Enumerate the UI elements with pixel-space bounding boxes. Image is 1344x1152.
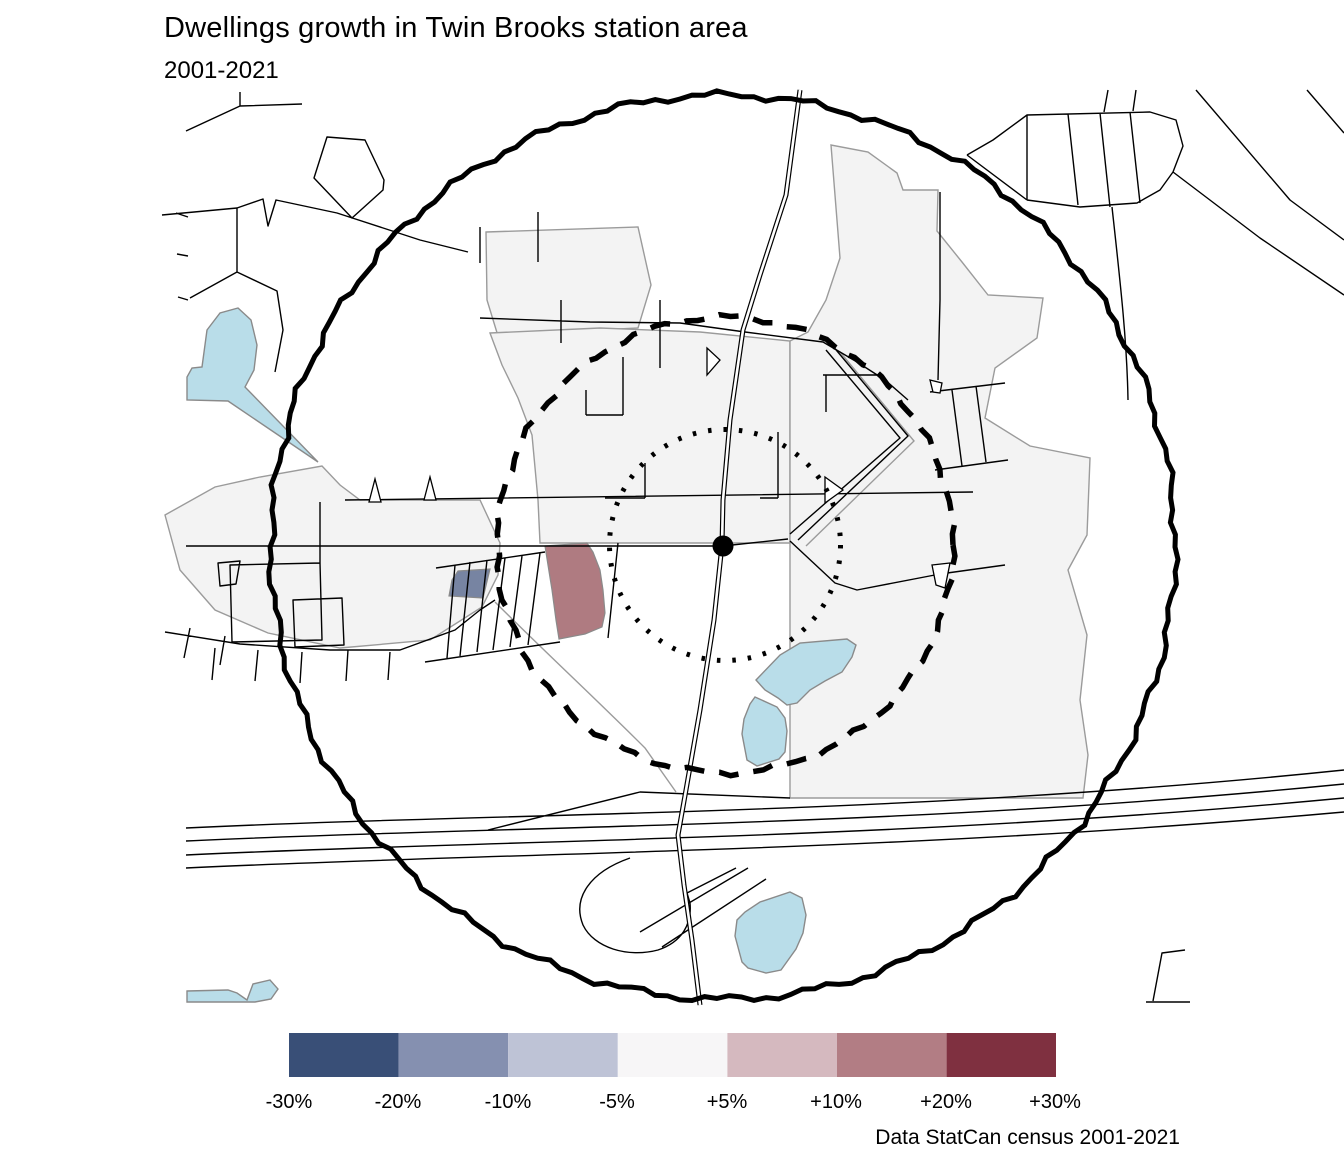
legend-swatch [289, 1033, 399, 1077]
legend-color-bar [289, 1033, 1056, 1077]
outer-ring [266, 88, 1181, 1004]
legend-swatch [946, 1033, 1056, 1077]
roads-upper-left [161, 92, 469, 373]
legend-tick: -5% [599, 1091, 635, 1113]
station-marker [712, 535, 734, 557]
page-subtitle: 2001-2021 [164, 57, 279, 84]
legend-tick: -10% [484, 1091, 532, 1113]
legend-tick: +5% [706, 1091, 748, 1113]
roads-upper-middle [479, 212, 909, 499]
legend-swatch [398, 1033, 509, 1077]
census-tracts [164, 144, 1091, 799]
growth-parcel [544, 542, 606, 640]
source-caption: Data StatCan census 2001-2021 [875, 1126, 1180, 1149]
legend-labels: -30% -20% -10% -5% +5% +10% +20% +30% [0, 1091, 1344, 1115]
census-tract [489, 327, 791, 544]
lake [755, 638, 857, 706]
roads-upper-right-grid [966, 89, 1344, 401]
arterial-road-casing [675, 89, 803, 1006]
legend-tick: +30% [1029, 1091, 1081, 1113]
legend-tick: +20% [920, 1091, 972, 1113]
legend-tick: +10% [810, 1091, 862, 1113]
arterial-road-centre [676, 89, 802, 1006]
lake [741, 696, 788, 767]
lake [186, 979, 279, 1003]
parcel-lot-lines [164, 382, 1009, 684]
legend-tick: -30% [265, 1091, 313, 1113]
tract-boundary-line [494, 351, 915, 793]
legend-swatch [837, 1033, 947, 1077]
lake [734, 891, 807, 974]
flag-shapes [368, 346, 951, 589]
legend-swatch [508, 1033, 618, 1077]
legend-swatch [727, 1033, 837, 1077]
roads-station-area [186, 192, 1006, 591]
lake [186, 307, 319, 463]
highway-and-south-roads [185, 769, 1344, 1003]
legend-swatch [617, 1033, 728, 1077]
legend-tick: -20% [374, 1091, 422, 1113]
decline-parcel [448, 568, 491, 599]
water-bodies [186, 307, 857, 1003]
inner-ring [607, 427, 843, 663]
page-title: Dwellings growth in Twin Brooks station … [164, 12, 748, 44]
